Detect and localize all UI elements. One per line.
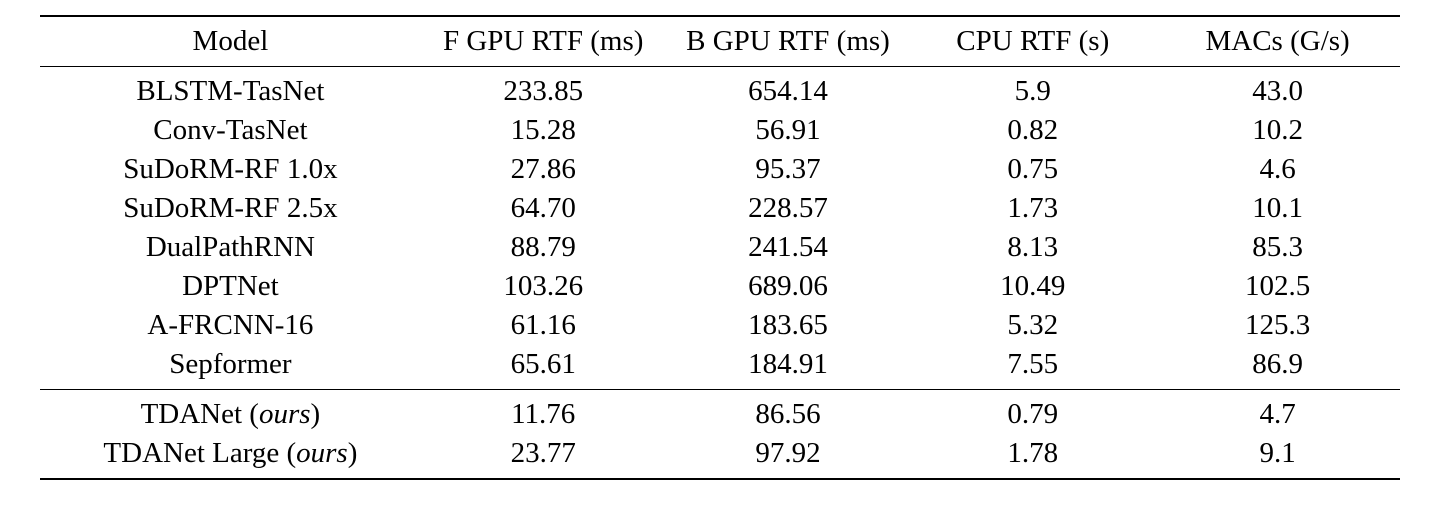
cell-b-gpu-rtf: 654.14 bbox=[666, 67, 911, 112]
ours-label: ours bbox=[259, 398, 311, 430]
cell-b-gpu-rtf: 86.56 bbox=[666, 390, 911, 435]
cell-cpu-rtf: 0.82 bbox=[910, 111, 1155, 150]
cell-model: TDANet (ours) bbox=[40, 390, 421, 435]
cell-macs: 86.9 bbox=[1155, 345, 1400, 390]
benchmark-table: Model F GPU RTF (ms) B GPU RTF (ms) CPU … bbox=[40, 15, 1400, 480]
cell-model: Conv-TasNet bbox=[40, 111, 421, 150]
cell-macs: 10.1 bbox=[1155, 189, 1400, 228]
cell-f-gpu-rtf: 27.86 bbox=[421, 150, 666, 189]
cell-f-gpu-rtf: 11.76 bbox=[421, 390, 666, 435]
table-row: BLSTM-TasNet 233.85 654.14 5.9 43.0 bbox=[40, 67, 1400, 112]
table-row: Sepformer 65.61 184.91 7.55 86.9 bbox=[40, 345, 1400, 390]
model-name: TDANet Large bbox=[103, 437, 279, 469]
table-row: TDANet Large (ours) 23.77 97.92 1.78 9.1 bbox=[40, 434, 1400, 479]
cell-b-gpu-rtf: 95.37 bbox=[666, 150, 911, 189]
cell-f-gpu-rtf: 65.61 bbox=[421, 345, 666, 390]
cell-macs: 125.3 bbox=[1155, 306, 1400, 345]
cell-f-gpu-rtf: 15.28 bbox=[421, 111, 666, 150]
header-model: Model bbox=[40, 16, 421, 67]
cell-cpu-rtf: 5.32 bbox=[910, 306, 1155, 345]
table-group-baselines: BLSTM-TasNet 233.85 654.14 5.9 43.0 Conv… bbox=[40, 67, 1400, 390]
cell-cpu-rtf: 8.13 bbox=[910, 228, 1155, 267]
cell-cpu-rtf: 7.55 bbox=[910, 345, 1155, 390]
cell-f-gpu-rtf: 88.79 bbox=[421, 228, 666, 267]
cell-f-gpu-rtf: 23.77 bbox=[421, 434, 666, 479]
table-header-row: Model F GPU RTF (ms) B GPU RTF (ms) CPU … bbox=[40, 16, 1400, 67]
header-b-gpu-rtf: B GPU RTF (ms) bbox=[666, 16, 911, 67]
cell-b-gpu-rtf: 689.06 bbox=[666, 267, 911, 306]
cell-model: Sepformer bbox=[40, 345, 421, 390]
cell-cpu-rtf: 10.49 bbox=[910, 267, 1155, 306]
cell-cpu-rtf: 1.78 bbox=[910, 434, 1155, 479]
cell-cpu-rtf: 0.75 bbox=[910, 150, 1155, 189]
cell-cpu-rtf: 0.79 bbox=[910, 390, 1155, 435]
cell-b-gpu-rtf: 97.92 bbox=[666, 434, 911, 479]
cell-macs: 4.6 bbox=[1155, 150, 1400, 189]
table-row: Conv-TasNet 15.28 56.91 0.82 10.2 bbox=[40, 111, 1400, 150]
cell-b-gpu-rtf: 228.57 bbox=[666, 189, 911, 228]
cell-model: DPTNet bbox=[40, 267, 421, 306]
cell-model: DualPathRNN bbox=[40, 228, 421, 267]
table-row: TDANet (ours) 11.76 86.56 0.79 4.7 bbox=[40, 390, 1400, 435]
table-row: A-FRCNN-16 61.16 183.65 5.32 125.3 bbox=[40, 306, 1400, 345]
cell-f-gpu-rtf: 61.16 bbox=[421, 306, 666, 345]
header-macs: MACs (G/s) bbox=[1155, 16, 1400, 67]
cell-macs: 85.3 bbox=[1155, 228, 1400, 267]
cell-cpu-rtf: 5.9 bbox=[910, 67, 1155, 112]
cell-model: BLSTM-TasNet bbox=[40, 67, 421, 112]
cell-cpu-rtf: 1.73 bbox=[910, 189, 1155, 228]
cell-macs: 4.7 bbox=[1155, 390, 1400, 435]
cell-macs: 9.1 bbox=[1155, 434, 1400, 479]
cell-b-gpu-rtf: 56.91 bbox=[666, 111, 911, 150]
cell-b-gpu-rtf: 241.54 bbox=[666, 228, 911, 267]
table-row: SuDoRM-RF 2.5x 64.70 228.57 1.73 10.1 bbox=[40, 189, 1400, 228]
table-row: SuDoRM-RF 1.0x 27.86 95.37 0.75 4.6 bbox=[40, 150, 1400, 189]
ours-label: ours bbox=[296, 437, 348, 469]
cell-model: A-FRCNN-16 bbox=[40, 306, 421, 345]
cell-macs: 43.0 bbox=[1155, 67, 1400, 112]
cell-f-gpu-rtf: 103.26 bbox=[421, 267, 666, 306]
table-row: DualPathRNN 88.79 241.54 8.13 85.3 bbox=[40, 228, 1400, 267]
cell-macs: 10.2 bbox=[1155, 111, 1400, 150]
cell-f-gpu-rtf: 64.70 bbox=[421, 189, 666, 228]
header-f-gpu-rtf: F GPU RTF (ms) bbox=[421, 16, 666, 67]
cell-b-gpu-rtf: 183.65 bbox=[666, 306, 911, 345]
cell-model: TDANet Large (ours) bbox=[40, 434, 421, 479]
model-name: TDANet bbox=[141, 398, 242, 430]
cell-f-gpu-rtf: 233.85 bbox=[421, 67, 666, 112]
cell-macs: 102.5 bbox=[1155, 267, 1400, 306]
cell-b-gpu-rtf: 184.91 bbox=[666, 345, 911, 390]
header-cpu-rtf: CPU RTF (s) bbox=[910, 16, 1155, 67]
cell-model: SuDoRM-RF 2.5x bbox=[40, 189, 421, 228]
cell-model: SuDoRM-RF 1.0x bbox=[40, 150, 421, 189]
table-group-ours: TDANet (ours) 11.76 86.56 0.79 4.7 TDANe… bbox=[40, 390, 1400, 480]
table-row: DPTNet 103.26 689.06 10.49 102.5 bbox=[40, 267, 1400, 306]
